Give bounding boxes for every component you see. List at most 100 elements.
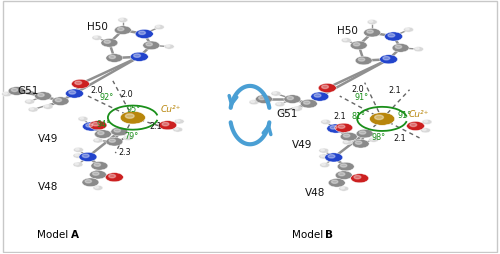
Text: A: A [70,229,78,239]
Circle shape [106,173,124,182]
Circle shape [352,140,369,149]
Circle shape [364,29,380,38]
Circle shape [4,93,8,95]
Circle shape [287,97,294,100]
Circle shape [89,121,107,130]
Circle shape [367,20,377,25]
Circle shape [143,42,160,51]
Circle shape [343,40,347,41]
Text: 2.3: 2.3 [118,147,130,156]
Circle shape [340,133,357,141]
Circle shape [174,119,184,124]
Circle shape [271,92,281,97]
Circle shape [120,19,124,21]
Circle shape [327,124,344,134]
Circle shape [93,138,103,144]
Circle shape [350,174,368,183]
Text: Model: Model [292,229,323,239]
Text: V48: V48 [304,188,325,198]
Circle shape [320,155,324,157]
Circle shape [369,21,373,23]
Circle shape [406,122,424,131]
Circle shape [332,180,338,184]
Circle shape [126,114,134,119]
Circle shape [294,108,298,110]
Circle shape [328,179,345,187]
Circle shape [384,33,402,42]
Circle shape [325,153,342,162]
Circle shape [55,99,62,102]
Text: 81°: 81° [352,112,366,121]
Circle shape [12,89,18,92]
Circle shape [338,125,345,129]
Circle shape [172,128,182,133]
Circle shape [422,129,426,131]
Circle shape [74,148,84,153]
Text: H50: H50 [88,22,108,32]
Circle shape [75,163,78,165]
Text: B: B [325,229,333,239]
Circle shape [322,86,328,89]
Circle shape [314,94,321,98]
Circle shape [92,123,99,126]
Circle shape [138,32,145,35]
Circle shape [311,93,329,102]
Circle shape [319,149,329,153]
Circle shape [20,88,30,93]
Circle shape [275,102,285,107]
Circle shape [380,56,398,65]
Circle shape [392,44,409,53]
Circle shape [136,30,154,39]
Circle shape [256,96,272,104]
Circle shape [354,176,361,179]
Circle shape [92,172,99,176]
Circle shape [322,121,326,123]
Circle shape [109,139,116,143]
Circle shape [98,132,104,135]
Circle shape [336,171,352,180]
Circle shape [284,96,301,104]
Circle shape [374,116,384,120]
Circle shape [370,138,374,140]
Text: 2.1: 2.1 [394,133,406,142]
Circle shape [92,36,102,41]
Text: 79°: 79° [124,131,139,140]
Circle shape [73,162,83,167]
Circle shape [93,186,103,191]
Circle shape [176,120,180,122]
FancyBboxPatch shape [3,2,497,252]
Circle shape [73,153,83,158]
Text: 2.0: 2.0 [90,86,103,94]
Circle shape [82,154,89,158]
Text: Cu²⁺: Cu²⁺ [160,104,180,113]
Circle shape [251,101,254,103]
Text: V48: V48 [38,181,58,191]
Text: Model: Model [38,229,68,239]
Circle shape [114,129,120,133]
Circle shape [111,128,128,136]
Circle shape [34,92,51,101]
Circle shape [156,26,160,28]
Circle shape [30,108,34,110]
Circle shape [358,59,365,62]
Circle shape [94,37,98,39]
Circle shape [420,128,430,133]
Circle shape [321,120,331,125]
Circle shape [328,155,335,158]
Circle shape [342,140,352,145]
Circle shape [388,35,395,38]
Circle shape [292,107,302,112]
Circle shape [281,110,284,112]
Circle shape [338,173,345,176]
Text: Cu²⁺: Cu²⁺ [408,109,429,118]
Text: G51: G51 [276,108,298,118]
Circle shape [75,82,82,85]
Circle shape [45,106,48,108]
Text: 94°: 94° [97,120,111,129]
Circle shape [146,43,152,47]
Circle shape [72,80,90,89]
Circle shape [360,131,366,135]
Text: V49: V49 [38,133,58,143]
Circle shape [338,163,354,171]
Circle shape [43,105,53,110]
